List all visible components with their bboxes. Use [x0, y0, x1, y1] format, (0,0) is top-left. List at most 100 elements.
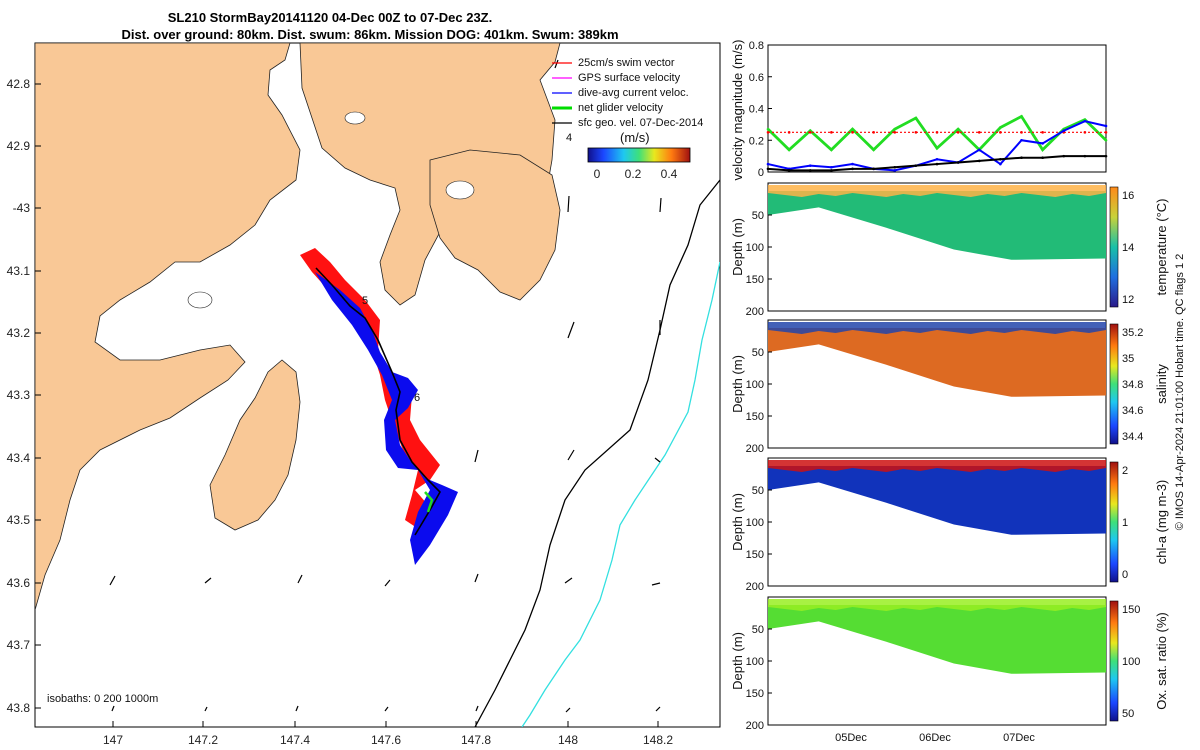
legend-swim-vector: 25cm/s swim vector [552, 57, 675, 69]
colorbar-gradient [587, 147, 691, 163]
velocity-point [872, 148, 875, 152]
depth-tick-label: 150 [746, 688, 764, 700]
time-axis: 05Dec 06Dec 07Dec [835, 732, 1035, 744]
sfc-velocity-arrows [109, 59, 662, 713]
velocity-point [956, 161, 960, 164]
svg-text:GPS surface velocity: GPS surface velocity [578, 72, 681, 84]
lat-tick-label: 42.8 [7, 77, 31, 91]
velocity-point [787, 148, 791, 152]
land-peninsula-centre [209, 359, 301, 531]
section-panel: 50 100 150 200 Depth (m) 34.4 34.6 34.8 35 35.2 sa… [730, 319, 1169, 455]
depth-tick-label: 200 [746, 720, 764, 732]
svg-text:net glider velocity: net glider velocity [578, 102, 663, 114]
section-surface-layer [768, 322, 1106, 334]
velocity-point [1020, 156, 1023, 160]
velocity-point [1020, 131, 1023, 134]
velocity-point [1083, 119, 1087, 123]
colorbar-tick-label: 34.4 [1122, 431, 1143, 443]
velocity-point [1041, 131, 1044, 134]
glider-track [315, 267, 441, 536]
velocity-point [914, 164, 918, 167]
velocity-point [893, 131, 897, 134]
velocity-point [935, 158, 939, 161]
velocity-point [1041, 142, 1044, 145]
velocity-point [766, 127, 770, 131]
section-surface-layer [768, 185, 1106, 197]
depth-ylabel: Depth (m) [730, 632, 745, 690]
lon-tick-label: 147.8 [461, 733, 491, 747]
velocity-tick-label: 0.8 [749, 40, 764, 52]
velocity-point [977, 159, 981, 163]
day-marker-6: 6 [414, 392, 420, 404]
lat-tick-label: 43.1 [7, 264, 31, 278]
section-panel: 50 100 150 200 Depth (m) 12 14 16 temperature (°… [730, 182, 1169, 318]
lon-tick-label: 147.4 [280, 733, 310, 747]
velocity-point [1104, 154, 1108, 158]
section-surface-layer [768, 599, 1106, 611]
velocity-point [1083, 154, 1087, 158]
isobath-label: isobaths: 0 200 1000m [47, 693, 158, 705]
velocity-point [977, 131, 981, 134]
velocity-point [830, 165, 833, 169]
velocity-point [999, 126, 1002, 129]
lon-tick-label: 147 [103, 733, 123, 747]
velocity-tick-label: 0.4 [749, 104, 764, 116]
velocity-point [808, 169, 812, 172]
section-colorbar [1109, 600, 1119, 722]
velocity-point [787, 131, 791, 134]
depth-tick-label: 200 [746, 443, 764, 455]
velocity-point [956, 131, 960, 134]
velocity-point [999, 131, 1002, 134]
section-variable-label: chl-a (mg m-3) [1154, 480, 1169, 565]
depth-tick-label: 50 [752, 485, 764, 497]
day-marker-4: 4 [566, 132, 572, 144]
velocity-point [1020, 138, 1023, 142]
isobath-200m [474, 179, 720, 727]
section-water [768, 605, 1106, 674]
velocity-point [893, 169, 897, 172]
depth-tick-label: 100 [746, 517, 764, 529]
colorbar-title: (m/s) [620, 130, 650, 145]
map-legend: 25cm/s swim vector GPS surface velocity … [552, 57, 703, 129]
velocity-tick-label: 0.2 [749, 135, 764, 147]
velocity-point [872, 131, 875, 134]
section-surface-layer [768, 460, 1106, 472]
velocity-point [893, 127, 897, 131]
velocity-point [766, 162, 770, 166]
time-tick: 06Dec [919, 732, 951, 744]
velocity-point [893, 165, 897, 169]
velocity-panel: 0 0.2 0.4 0.6 0.8 velocity magnitude (m/s) [730, 40, 1108, 180]
speed-colorbar: (m/s) 0 0.2 0.4 [587, 130, 691, 181]
svg-text:25cm/s swim vector: 25cm/s swim vector [578, 57, 675, 69]
velocity-point [1041, 156, 1044, 160]
velocity-tick-label: 0.6 [749, 72, 764, 84]
velocity-tick-label: 0 [758, 167, 764, 179]
colorbar-tick: 0 [594, 167, 601, 181]
svg-text:dive-avg current veloc.: dive-avg current veloc. [578, 87, 689, 99]
section-colorbar [1109, 323, 1119, 445]
island [445, 180, 475, 200]
velocity-point [977, 148, 981, 152]
section-variable-label: salinity [1154, 364, 1169, 404]
section-colorbar [1109, 186, 1119, 308]
velocity-point [1041, 148, 1044, 152]
colorbar-tick-label: 50 [1122, 708, 1134, 720]
colorbar-tick-label: 34.6 [1122, 405, 1143, 417]
current-vector-fan [315, 272, 458, 565]
colorbar-tick-label: 0 [1122, 569, 1128, 581]
depth-tick-label: 100 [746, 242, 764, 254]
velocity-point [1062, 129, 1066, 133]
isobath-1000m [521, 261, 720, 727]
depth-tick-label: 100 [746, 656, 764, 668]
velocity-yticks: 0 0.2 0.4 0.6 0.8 [749, 40, 772, 179]
velocity-frame [767, 44, 1107, 173]
depth-tick-label: 200 [746, 581, 764, 593]
imos-credit: © IMOS 14-Apr-2024 21:01:00 Hobart time.… [1174, 254, 1186, 531]
velocity-point [999, 162, 1002, 166]
time-tick: 05Dec [835, 732, 867, 744]
lon-tick-label: 147.2 [188, 733, 218, 747]
colorbar-tick-label: 1 [1122, 517, 1128, 529]
colorbar-tick-label: 35 [1122, 353, 1134, 365]
legend-dive-avg-current: dive-avg current veloc. [552, 87, 689, 99]
